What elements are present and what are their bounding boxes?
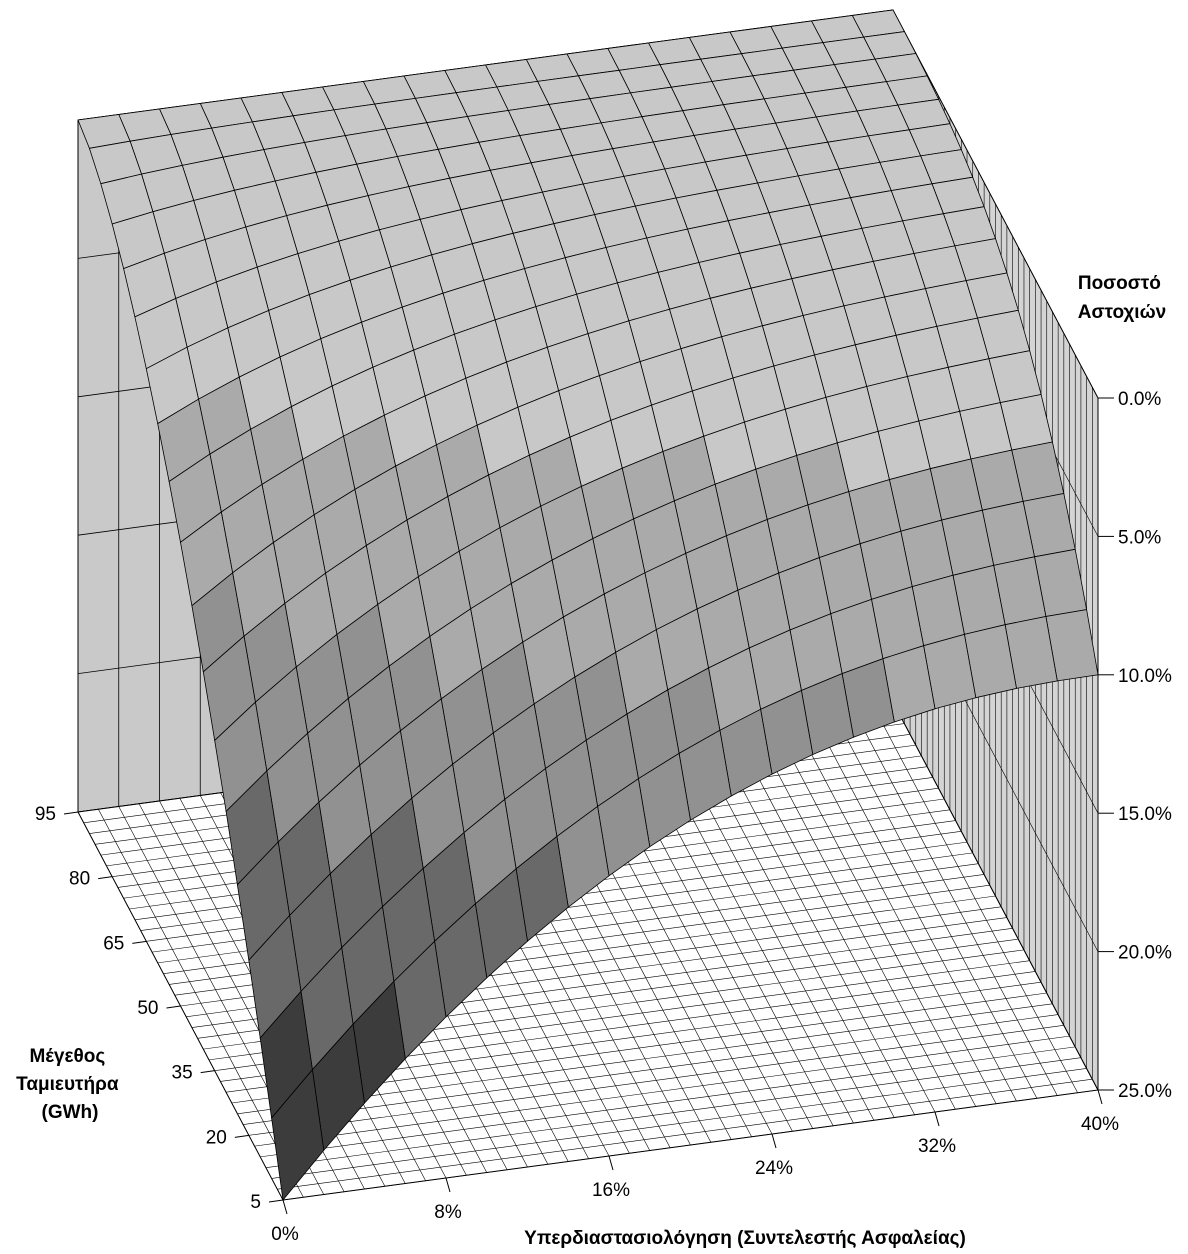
x-axis-tick — [934, 1111, 940, 1127]
z-axis-title-line-1: Ποσοστό — [1078, 273, 1161, 294]
floor-grid-line-y — [254, 1035, 1070, 1147]
floor-grid-line-y — [271, 1068, 1087, 1179]
x-axis-tick-label: 16% — [592, 1180, 630, 1201]
y-axis-tick-label: 65 — [103, 933, 124, 954]
z-axis-tick-label: 5.0% — [1118, 527, 1161, 548]
failure-surface — [77, 9, 1099, 1201]
y-axis-tick-label: 95 — [35, 804, 56, 825]
floor-grid-line-y — [248, 1025, 1064, 1136]
x-axis-tick-label: 24% — [755, 1158, 793, 1179]
x-axis-tick — [608, 1155, 614, 1171]
x-axis-tick — [445, 1177, 451, 1193]
x-axis-tick-label: 0% — [271, 1224, 299, 1245]
x-axis-title: Υπερδιαστασιολόγηση (Συντελεστής Ασφαλεί… — [524, 1228, 966, 1249]
floor-grid-line-y — [243, 1014, 1059, 1125]
y-axis-tick-label: 50 — [137, 998, 158, 1019]
right-wall-hgrid — [892, 9, 1099, 399]
y-axis-title: Μέγεθος Ταμιευτήρα (GWh) — [16, 1046, 124, 1123]
y-axis-title-line-1: Μέγεθος — [29, 1046, 105, 1067]
y-axis-tick — [132, 940, 147, 944]
x-axis-tick — [771, 1133, 777, 1149]
z-axis-title: Ποσοστό Αστοχιών — [1078, 273, 1166, 323]
surface-cell — [271, 1068, 325, 1201]
x-axis-tick-label: 40% — [1081, 1114, 1119, 1135]
floor-grid-line-y — [237, 1003, 1053, 1115]
x-axis-tick — [282, 1199, 288, 1215]
z-axis-tick-label: 25.0% — [1118, 1081, 1172, 1102]
floor-grid-line-y — [260, 1046, 1076, 1158]
y-axis-tick-label: 20 — [206, 1127, 227, 1148]
y-axis-title-line-3: (GWh) — [42, 1102, 99, 1123]
right-wall-hgrid — [892, 701, 1099, 1091]
x-axis-tick-label: 8% — [434, 1202, 462, 1223]
y-axis-tick — [98, 876, 113, 880]
z-axis-tick-label: 10.0% — [1118, 666, 1172, 687]
floor-grid-line-y — [265, 1057, 1081, 1168]
x-axis-tick — [1097, 1089, 1103, 1105]
y-axis-tick — [268, 1199, 284, 1203]
y-axis-tick — [166, 1005, 181, 1009]
floor-grid-line-y — [277, 1078, 1093, 1190]
z-axis-tick-label: 15.0% — [1118, 804, 1172, 825]
z-axis-title-line-2: Αστοχιών — [1078, 302, 1166, 323]
axes: 0% 8% 16% 24% 32% 40% 5 20 35 50 65 80 95 0.0% 5.0% 10.… — [35, 389, 1172, 1245]
y-axis-tick-label: 5 — [250, 1192, 261, 1213]
y-axis-tick — [234, 1134, 249, 1138]
y-axis-tick-label: 80 — [69, 869, 90, 890]
x-axis-tick-label: 32% — [918, 1136, 956, 1157]
y-axis-tick — [63, 811, 79, 815]
y-axis-title-line-2: Ταμιευτήρα — [16, 1074, 119, 1095]
floor-grid-line-y — [282, 1089, 1099, 1201]
y-axis-tick-label: 35 — [172, 1063, 193, 1084]
y-axis-tick — [200, 1070, 215, 1074]
z-axis-tick-label: 0.0% — [1118, 389, 1161, 410]
z-axis-tick-label: 20.0% — [1118, 943, 1172, 964]
